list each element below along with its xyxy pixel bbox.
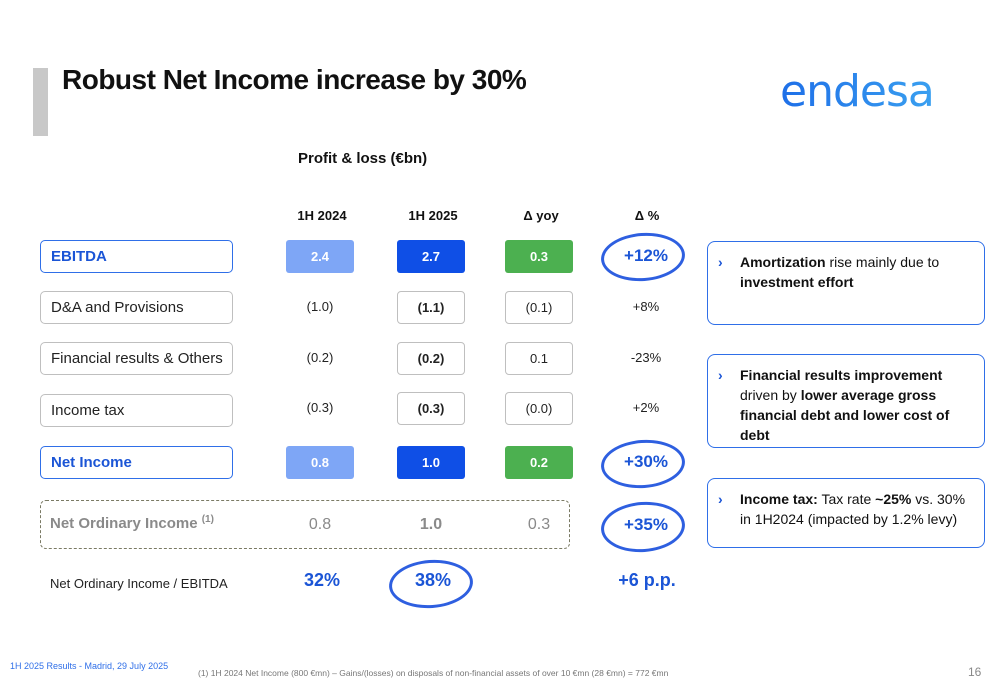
cell-ord-yoy: 0.3 bbox=[527, 516, 551, 533]
col-head-1h2025: 1H 2025 bbox=[408, 208, 458, 223]
cell-tax-pct: +2% bbox=[632, 400, 660, 415]
col-head-1h2024: 1H 2024 bbox=[297, 208, 347, 223]
highlight-ring-ordinary bbox=[599, 499, 687, 555]
cell-fin-yoy: 0.1 bbox=[505, 342, 573, 375]
cell-da-2025: (1.1) bbox=[397, 291, 465, 324]
cell-tax-2025: (0.3) bbox=[397, 392, 465, 425]
highlight-ring-ebitda bbox=[599, 230, 687, 284]
note-financial-results: › Financial results improvement driven b… bbox=[707, 354, 985, 448]
cell-ord-pct: +35% bbox=[624, 515, 668, 534]
endesa-logo: endesa bbox=[780, 66, 935, 114]
col-head-delta-pct: Δ % bbox=[634, 208, 660, 223]
cell-da-pct: +8% bbox=[632, 299, 660, 314]
cell-tax-2024: (0.3) bbox=[306, 400, 334, 415]
cell-ord-2025: 1.0 bbox=[419, 516, 443, 533]
cell-ebitda-2025: 2.7 bbox=[397, 240, 465, 273]
page-title: Robust Net Income increase by 30% bbox=[62, 64, 527, 95]
cell-netinc-pct: +30% bbox=[624, 452, 668, 471]
cell-ebitda-yoy: 0.3 bbox=[505, 240, 573, 273]
cell-fin-2025: (0.2) bbox=[397, 342, 465, 375]
title-accent-bar bbox=[33, 68, 48, 136]
row-label-net-income: Net Income bbox=[40, 446, 233, 479]
cell-da-yoy: (0.1) bbox=[505, 291, 573, 324]
ratio-2025: 38% bbox=[414, 570, 452, 590]
chevron-right-icon: › bbox=[718, 254, 723, 270]
cell-netinc-2024: 0.8 bbox=[286, 446, 354, 479]
footer-event: 1H 2025 Results - Madrid, 29 July 2025 bbox=[10, 661, 169, 671]
page-number: 16 bbox=[968, 665, 982, 679]
highlight-ring-ratio bbox=[387, 557, 475, 611]
cell-ebitda-pct: +12% bbox=[624, 246, 668, 265]
ordinary-income-dashed-box bbox=[40, 500, 570, 549]
row-label-ratio: Net Ordinary Income / EBITDA bbox=[50, 576, 228, 591]
cell-ebitda-2024: 2.4 bbox=[286, 240, 354, 273]
cell-netinc-2025: 1.0 bbox=[397, 446, 465, 479]
cell-fin-pct: -23% bbox=[630, 350, 662, 365]
ratio-2024: 32% bbox=[303, 570, 341, 590]
row-label-financial-results: Financial results & Others bbox=[40, 342, 233, 375]
cell-netinc-yoy: 0.2 bbox=[505, 446, 573, 479]
table-subtitle: Profit & loss (€bn) bbox=[298, 150, 428, 167]
svg-text:endesa: endesa bbox=[780, 66, 934, 114]
cell-tax-yoy: (0.0) bbox=[505, 392, 573, 425]
chevron-right-icon: › bbox=[718, 491, 723, 507]
col-head-delta-yoy: Δ yoy bbox=[523, 208, 559, 223]
chevron-right-icon: › bbox=[718, 367, 723, 383]
cell-ord-2024: 0.8 bbox=[308, 516, 332, 533]
row-label-net-ordinary-income: Net Ordinary Income (1) bbox=[50, 514, 214, 532]
cell-da-2024: (1.0) bbox=[306, 299, 334, 314]
note-income-tax: › Income tax: Tax rate ~25% vs. 30% in 1… bbox=[707, 478, 985, 548]
note-amortization: › Amortization rise mainly due to invest… bbox=[707, 241, 985, 325]
row-label-ebitda: EBITDA bbox=[40, 240, 233, 273]
row-label-income-tax: Income tax bbox=[40, 394, 233, 427]
ratio-pct: +6 p.p. bbox=[618, 570, 676, 590]
footnote: (1) 1H 2024 Net Income (800 €mn) – Gains… bbox=[198, 668, 669, 678]
row-label-da-provisions: D&A and Provisions bbox=[40, 291, 233, 324]
cell-fin-2024: (0.2) bbox=[306, 350, 334, 365]
